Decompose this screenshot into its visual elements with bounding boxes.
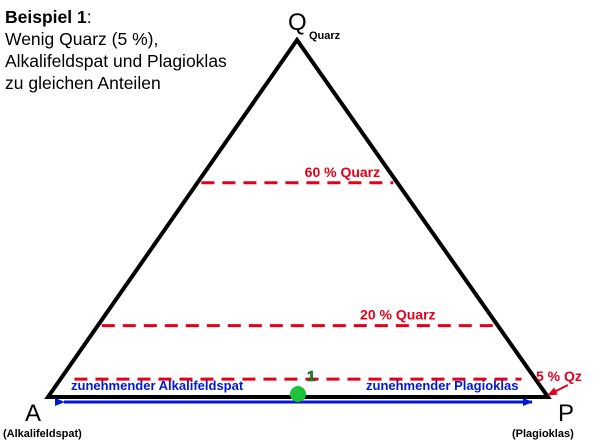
vertex-q-letter: Q [288,9,307,36]
vertex-q-sub: Quarz [309,30,341,42]
vertex-p-letter: P [558,400,574,427]
vertex-a-letter: A [25,400,41,427]
sample-point [290,386,306,402]
caption-line-2: Alkalifeldspat und Plagioklas [5,51,227,71]
example-caption: Beispiel 1: Wenig Quarz (5 %), Alkalifel… [5,6,227,94]
caption-title-colon: : [86,7,92,27]
caption-title-bold: Beispiel 1 [5,7,87,27]
arrow-label-alkalifeldspat: zunehmender Alkalifeldspat [71,378,244,393]
caption-title: Beispiel 1: [5,6,227,28]
vertex-a-name: (Alkalifeldspat) [3,428,82,440]
caption-line-1: Wenig Quarz (5 %), [5,29,159,49]
vertex-p-name: (Plagioklas) [512,428,574,440]
arrow-label-plagioklas: zunehmender Plagioklas [366,378,518,393]
quarz-levels: 60 % Quarz 20 % Quarz 5 % Qz [74,164,582,384]
five-percent-pointer [547,384,569,396]
sample-point-label: 1 [307,368,315,385]
caption-line-3: zu gleichen Anteilen [5,73,161,93]
quarz-level-label: 20 % Quarz [360,307,435,323]
quarz-level-label: 5 % Qz [536,368,582,384]
quarz-level-label: 60 % Quarz [305,164,380,180]
